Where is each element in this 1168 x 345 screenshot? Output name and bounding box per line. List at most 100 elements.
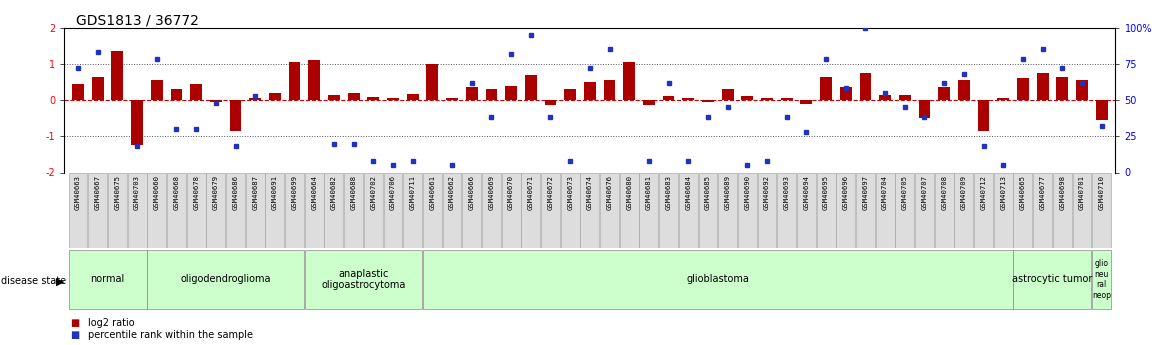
- Bar: [1076, 80, 1087, 100]
- FancyBboxPatch shape: [167, 172, 186, 248]
- Bar: [1056, 77, 1069, 100]
- FancyBboxPatch shape: [679, 172, 697, 248]
- Bar: [230, 100, 242, 131]
- Bar: [1017, 78, 1029, 100]
- FancyBboxPatch shape: [305, 250, 422, 309]
- Bar: [426, 64, 438, 100]
- Bar: [406, 93, 418, 100]
- Bar: [328, 95, 340, 100]
- Text: GSM40666: GSM40666: [468, 175, 474, 210]
- Text: GSM40691: GSM40691: [272, 175, 278, 210]
- FancyBboxPatch shape: [364, 172, 383, 248]
- Bar: [978, 100, 989, 131]
- Text: log2 ratio: log2 ratio: [88, 318, 134, 327]
- Bar: [111, 51, 124, 100]
- Bar: [171, 89, 182, 100]
- Bar: [210, 100, 222, 102]
- Text: GSM40694: GSM40694: [804, 175, 809, 210]
- Bar: [840, 87, 851, 100]
- FancyBboxPatch shape: [1052, 172, 1072, 248]
- Text: GSM40664: GSM40664: [311, 175, 318, 210]
- Text: GSM40661: GSM40661: [430, 175, 436, 210]
- Bar: [860, 73, 871, 100]
- Text: anaplastic
oligoastrocytoma: anaplastic oligoastrocytoma: [321, 269, 405, 290]
- FancyBboxPatch shape: [758, 172, 777, 248]
- FancyBboxPatch shape: [738, 172, 757, 248]
- FancyBboxPatch shape: [974, 172, 993, 248]
- Bar: [506, 86, 517, 100]
- Bar: [899, 95, 911, 100]
- Text: disease state: disease state: [1, 276, 67, 286]
- Text: GSM40678: GSM40678: [193, 175, 199, 210]
- Bar: [918, 100, 931, 118]
- Bar: [368, 97, 380, 100]
- Bar: [486, 89, 498, 100]
- Bar: [1037, 73, 1049, 100]
- FancyBboxPatch shape: [207, 172, 225, 248]
- FancyBboxPatch shape: [896, 172, 915, 248]
- Text: GSM40689: GSM40689: [724, 175, 731, 210]
- Text: GSM40672: GSM40672: [548, 175, 554, 210]
- Bar: [92, 77, 104, 100]
- Bar: [387, 98, 399, 100]
- Bar: [880, 95, 891, 100]
- Bar: [288, 62, 300, 100]
- Text: GSM40698: GSM40698: [1059, 175, 1065, 210]
- Bar: [997, 98, 1009, 100]
- Bar: [151, 80, 162, 100]
- Text: GSM40702: GSM40702: [370, 175, 376, 210]
- FancyBboxPatch shape: [659, 172, 679, 248]
- FancyBboxPatch shape: [89, 172, 107, 248]
- Bar: [544, 100, 556, 106]
- Text: GSM40696: GSM40696: [843, 175, 849, 210]
- FancyBboxPatch shape: [245, 172, 265, 248]
- Bar: [72, 84, 84, 100]
- Text: ■: ■: [70, 330, 79, 339]
- FancyBboxPatch shape: [1014, 172, 1033, 248]
- Text: GSM40710: GSM40710: [1099, 175, 1105, 210]
- Text: GSM40667: GSM40667: [95, 175, 100, 210]
- Text: GSM40663: GSM40663: [75, 175, 81, 210]
- Bar: [702, 100, 714, 102]
- Text: GSM40681: GSM40681: [646, 175, 652, 210]
- Bar: [269, 93, 280, 100]
- Text: GSM40708: GSM40708: [941, 175, 947, 210]
- Text: GSM40686: GSM40686: [232, 175, 238, 210]
- FancyBboxPatch shape: [600, 172, 619, 248]
- FancyBboxPatch shape: [482, 172, 501, 248]
- Bar: [466, 87, 478, 100]
- FancyBboxPatch shape: [187, 172, 206, 248]
- Text: GSM40668: GSM40668: [173, 175, 180, 210]
- FancyBboxPatch shape: [718, 172, 737, 248]
- FancyBboxPatch shape: [1072, 172, 1091, 248]
- Bar: [131, 100, 142, 145]
- Text: GSM40703: GSM40703: [134, 175, 140, 210]
- Bar: [722, 89, 734, 100]
- Text: GSM40706: GSM40706: [390, 175, 396, 210]
- Text: GSM40669: GSM40669: [488, 175, 494, 210]
- FancyBboxPatch shape: [265, 172, 284, 248]
- FancyBboxPatch shape: [797, 172, 815, 248]
- Text: GSM40695: GSM40695: [823, 175, 829, 210]
- Text: GSM40670: GSM40670: [508, 175, 514, 210]
- Bar: [662, 96, 674, 100]
- Text: GSM40662: GSM40662: [449, 175, 456, 210]
- Text: GSM40705: GSM40705: [902, 175, 908, 210]
- FancyBboxPatch shape: [876, 172, 895, 248]
- Text: GDS1813 / 36772: GDS1813 / 36772: [76, 14, 199, 28]
- FancyBboxPatch shape: [305, 172, 324, 248]
- Bar: [624, 62, 635, 100]
- FancyBboxPatch shape: [856, 172, 875, 248]
- FancyBboxPatch shape: [501, 172, 521, 248]
- Text: GSM40697: GSM40697: [862, 175, 869, 210]
- Text: GSM40699: GSM40699: [292, 175, 298, 210]
- Bar: [446, 98, 458, 100]
- FancyBboxPatch shape: [521, 172, 541, 248]
- Text: GSM40704: GSM40704: [882, 175, 888, 210]
- FancyBboxPatch shape: [147, 172, 166, 248]
- Text: GSM40712: GSM40712: [981, 175, 987, 210]
- FancyBboxPatch shape: [69, 250, 146, 309]
- Text: GSM40684: GSM40684: [686, 175, 691, 210]
- FancyBboxPatch shape: [639, 172, 659, 248]
- Bar: [308, 60, 320, 100]
